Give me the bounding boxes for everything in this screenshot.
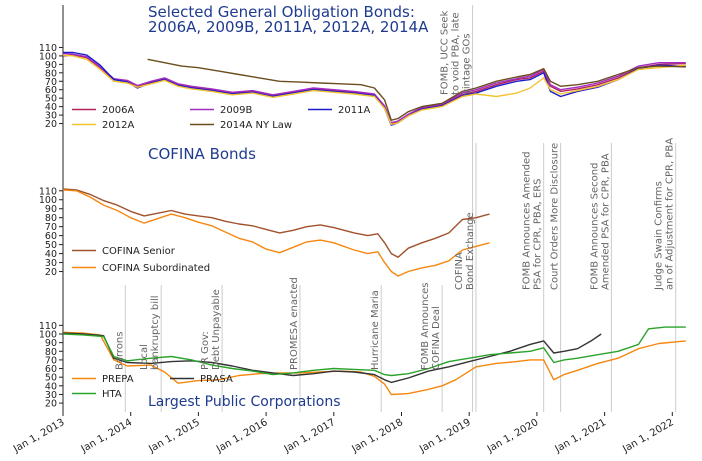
y-tick-label: 80 [45,347,57,358]
x-tick-label: Jan 1, 2016 [214,417,270,455]
event-label: Local [139,344,150,370]
y-tick-label: 70 [45,222,57,233]
event-label: FOMB Announces Amended [522,151,533,290]
event-label: PSA for CPR, PBA, ERS [533,178,544,290]
legend-label: 2011A [338,105,370,116]
event-label: Amended PSA for CPR, PBA [600,153,611,290]
y-tick-label: 90 [45,60,57,71]
event-label: FOMB Announces Second [589,163,600,290]
event-label: COFINA [454,252,465,290]
legend-label: 2009B [220,105,252,116]
event-label: PROMESA enacted [289,277,300,370]
y-tick-label: 60 [45,231,57,242]
x-tick-label: Jan 1, 2020 [485,417,541,455]
y-tick-label: 50 [45,240,57,251]
x-tick-label: Jan 1, 2014 [79,417,135,455]
y-tick-label: 110 [39,186,57,197]
x-tick-label: Jan 1, 2021 [553,417,609,455]
x-tick-label: Jan 1, 2022 [620,417,676,455]
event-label: PR Gov: [200,331,211,370]
x-tick-label: Jan 1, 2019 [417,417,473,455]
event-label: COFINA Deal [431,306,442,370]
series-layer [62,51,686,396]
event-label: vintage GOs [462,33,473,95]
series-line-cofina-senior [62,188,490,258]
event-label: Barrons [114,332,125,370]
x-tick-label: Jan 1, 2017 [282,417,338,455]
legend-label: 2006A [102,105,134,116]
series-line-prasa [62,332,602,384]
event-label: to void PBA, late [451,12,462,95]
legend-label: COFINA Subordinated [102,263,210,274]
event-label: FOMB Announces [420,283,431,370]
event-label: Debt Unpayable [211,289,222,370]
legend-label: 2014A NY Law [220,120,292,131]
y-tick-label: 20 [45,399,57,410]
y-tick-label: 80 [45,68,57,79]
y-tick-label: 110 [39,321,57,332]
x-tick-label: Jan 1, 2018 [349,417,405,455]
y-tick-label: 60 [45,85,57,96]
y-tick-label: 100 [39,195,57,206]
event-lines-layer [124,5,677,412]
event-label: an of Adjustment for CPR, PBA [665,138,676,290]
event-label: Court Orders More Disclosure [550,143,561,290]
x-tick-label: Jan 1, 2013 [11,417,67,455]
legend-label: 2012A [102,120,134,131]
series-line-2009b [62,52,686,124]
text-layer: Barrons Local bankruptcy bill PR Gov: Debt U… [11,3,676,455]
y-tick-label: 50 [45,373,57,384]
y-tick-label: 80 [45,213,57,224]
y-tick-label: 100 [39,51,57,62]
y-tick-label: 20 [45,119,57,130]
y-tick-label: 70 [45,355,57,366]
legend-label: COFINA Senior [102,246,176,257]
y-tick-label: 100 [39,330,57,341]
y-tick-label: 110 [39,43,57,54]
series-line-prepa [62,331,686,396]
panel-title-cofina: COFINA Bonds [148,145,256,163]
panel-title-go: 2006A, 2009B, 2011A, 2012A, 2014A [148,18,429,36]
panel-title-go: Selected General Obligation Bonds: [148,3,415,21]
y-tick-label: 40 [45,249,57,260]
y-tick-label: 40 [45,102,57,113]
legend-label: PREPA [102,374,134,385]
y-tick-label: 90 [45,204,57,215]
event-label: Hurricane Maria [370,290,381,370]
legend-label: PRASA [200,374,233,385]
event-label: Judge Swain Confirms [654,181,665,291]
series-line-2012a [62,54,686,126]
legend-label: HTA [102,389,122,400]
event-label: Bond Exchange [465,212,476,290]
series-line-hta [62,326,686,377]
y-tick-label: 90 [45,338,57,349]
y-tick-label: 30 [45,390,57,401]
x-tick-label: Jan 1, 2015 [146,417,202,455]
series-line-2014a-ny-law [147,58,686,121]
y-tick-label: 30 [45,258,57,269]
y-tick-label: 70 [45,77,57,88]
y-tick-label: 50 [45,94,57,105]
y-tick-label: 40 [45,381,57,392]
y-tick-label: 20 [45,267,57,278]
event-label: bankruptcy bill [150,295,161,370]
series-line-2006a [62,54,686,125]
panel-title-corps: Largest Public Corporations [148,394,341,410]
y-tick-label: 60 [45,364,57,375]
y-tick-label: 30 [45,111,57,122]
event-label: FOMB, UCC Seek [440,10,451,95]
series-line-cofina-subordinated [62,189,490,277]
axes-layer [59,5,673,416]
